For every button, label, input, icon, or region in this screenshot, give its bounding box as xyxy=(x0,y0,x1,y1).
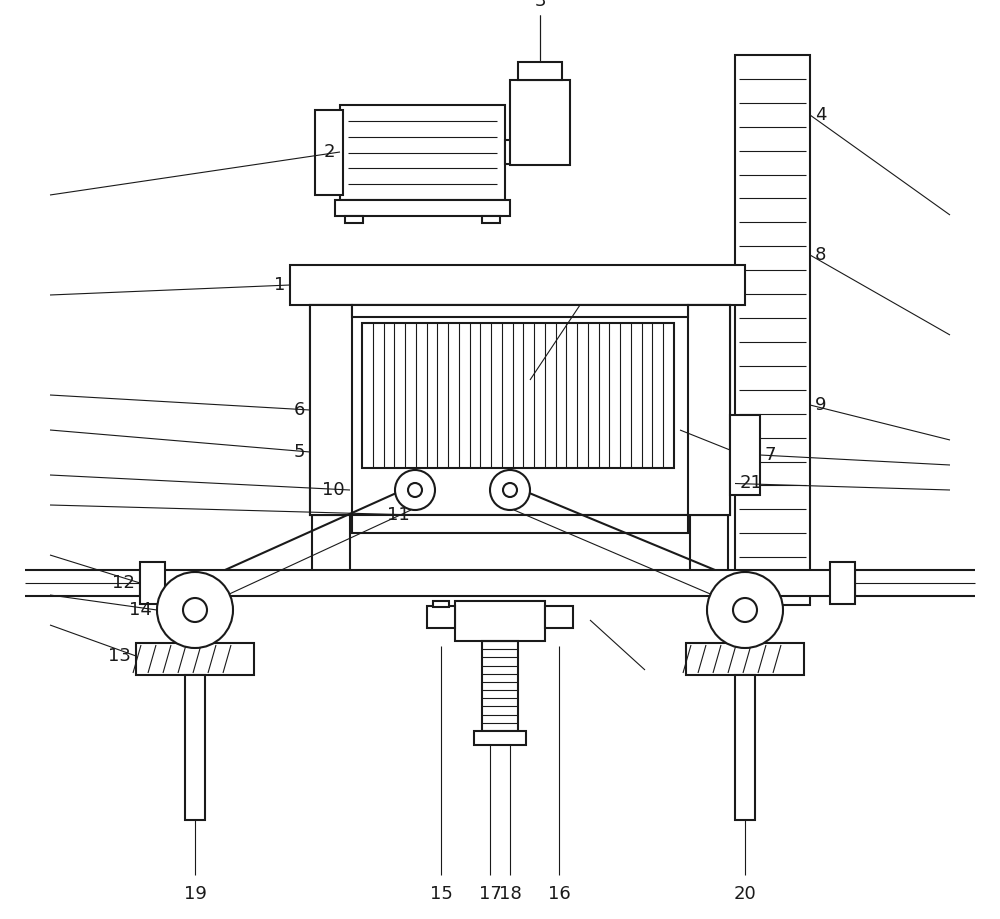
Text: 21: 21 xyxy=(740,474,763,493)
Bar xyxy=(518,62,562,80)
Text: 3: 3 xyxy=(534,0,546,10)
Bar xyxy=(735,55,810,605)
Circle shape xyxy=(490,470,530,510)
Text: 9: 9 xyxy=(815,396,826,414)
Bar xyxy=(482,216,500,223)
Bar xyxy=(505,140,530,164)
Bar xyxy=(185,675,205,820)
Circle shape xyxy=(183,598,207,622)
Text: 10: 10 xyxy=(322,481,345,499)
Bar xyxy=(315,110,343,195)
Text: 5: 5 xyxy=(294,443,305,461)
Text: 17: 17 xyxy=(479,885,501,903)
Bar xyxy=(352,515,688,533)
Bar xyxy=(310,305,730,515)
Circle shape xyxy=(707,572,783,648)
Text: 18: 18 xyxy=(499,885,521,903)
Bar xyxy=(335,200,510,216)
Text: 11: 11 xyxy=(387,506,410,524)
Bar xyxy=(140,562,165,604)
Circle shape xyxy=(733,598,757,622)
Bar xyxy=(730,415,760,495)
Text: 8: 8 xyxy=(815,246,826,264)
Bar xyxy=(290,265,745,305)
Bar xyxy=(433,601,449,607)
Bar xyxy=(510,80,570,165)
Bar xyxy=(545,606,573,628)
Text: 14: 14 xyxy=(129,601,152,619)
Text: 15: 15 xyxy=(430,885,452,903)
Text: 7: 7 xyxy=(765,446,776,464)
Text: 2: 2 xyxy=(324,143,335,161)
Text: 13: 13 xyxy=(108,647,131,665)
Bar xyxy=(352,305,688,317)
Bar xyxy=(688,305,730,515)
Bar xyxy=(830,562,855,604)
Bar xyxy=(140,570,855,596)
Circle shape xyxy=(503,483,517,497)
Bar xyxy=(735,675,755,820)
Text: 1: 1 xyxy=(274,276,285,294)
Bar xyxy=(455,601,545,641)
Circle shape xyxy=(157,572,233,648)
Text: 6: 6 xyxy=(294,401,305,419)
Bar xyxy=(427,606,455,628)
Text: 4: 4 xyxy=(815,106,826,124)
Bar xyxy=(340,105,505,200)
Bar xyxy=(482,641,518,731)
Bar xyxy=(474,731,526,745)
Text: 12: 12 xyxy=(112,574,135,592)
Bar xyxy=(345,216,363,223)
Bar xyxy=(136,643,254,675)
Text: 20: 20 xyxy=(734,885,756,903)
Text: 16: 16 xyxy=(548,885,570,903)
Text: 19: 19 xyxy=(184,885,206,903)
Bar xyxy=(686,643,804,675)
Circle shape xyxy=(408,483,422,497)
Bar xyxy=(362,323,674,468)
Bar xyxy=(310,305,352,515)
Circle shape xyxy=(395,470,435,510)
